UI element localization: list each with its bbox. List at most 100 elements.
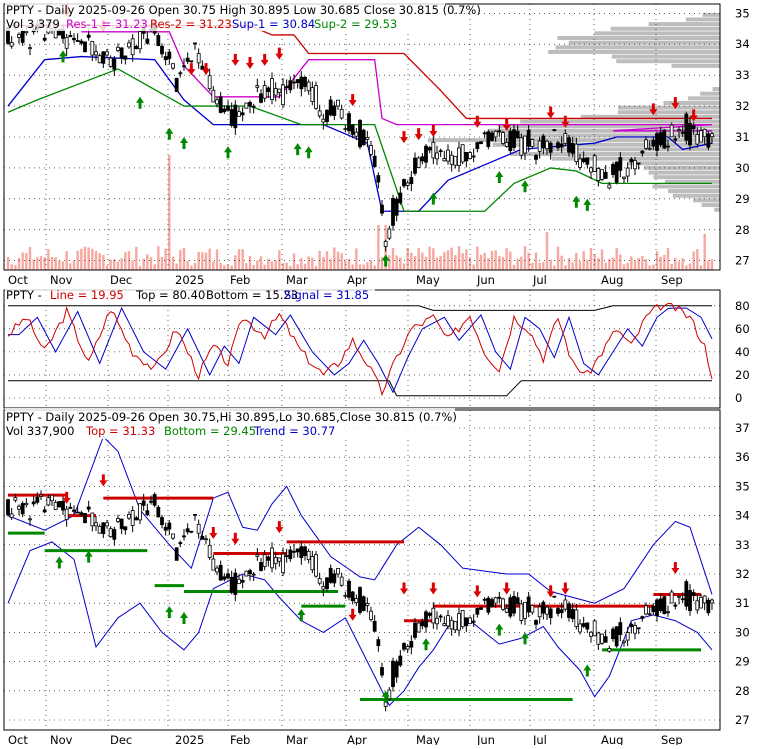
candle-body <box>215 567 219 573</box>
candle-body <box>244 102 249 109</box>
candle-body <box>156 35 161 46</box>
volume-profile <box>427 12 720 212</box>
candle-body <box>50 494 54 502</box>
volume-bar <box>336 251 340 270</box>
volume-bar <box>234 255 237 270</box>
buy-arrow <box>297 609 306 622</box>
sup2-line <box>7 68 712 212</box>
candle-body <box>644 139 648 149</box>
volume-bar <box>351 264 354 270</box>
volume-bar <box>87 247 90 270</box>
candle-body <box>292 550 296 553</box>
sell-arrow <box>689 109 698 122</box>
candle-body <box>152 494 157 506</box>
volume-bar <box>204 252 208 270</box>
month-label: 2025 <box>175 273 204 287</box>
candle-body <box>314 554 318 577</box>
candle-body <box>68 34 73 37</box>
candle-body <box>658 132 663 146</box>
candle-body <box>86 506 91 510</box>
volume-bar <box>259 256 263 270</box>
candle-body <box>552 595 557 598</box>
volume-bar <box>703 234 706 270</box>
buy-arrow <box>59 50 67 63</box>
candle-body <box>442 158 447 162</box>
candle-body <box>185 528 190 533</box>
volume-bar <box>538 262 541 270</box>
candle-body <box>244 570 249 577</box>
candle-body <box>343 128 348 130</box>
candle-body <box>391 198 395 226</box>
volume-bar <box>501 257 505 270</box>
volume-bar <box>648 265 651 270</box>
boll-tick-label: 33 <box>735 538 750 552</box>
sell-arrow <box>671 562 680 574</box>
candle-body <box>229 109 234 126</box>
candle-body <box>622 176 626 179</box>
sell-arrow <box>414 128 423 141</box>
volume-bar <box>83 246 87 270</box>
candle-body <box>350 124 355 135</box>
candle-body <box>636 162 641 165</box>
volume-bar <box>494 250 497 270</box>
candle-body <box>493 597 498 604</box>
sup2-label: Sup-2 = 29.53 <box>314 17 397 31</box>
candle-body <box>680 131 685 134</box>
buy-arrow <box>84 550 93 563</box>
volume-bar <box>105 265 109 270</box>
candle-body <box>530 605 535 613</box>
candle-body <box>394 661 399 678</box>
volume-bar <box>468 257 472 270</box>
candle-body <box>339 576 344 586</box>
candle-body <box>156 506 161 518</box>
buy-arrow <box>304 146 313 159</box>
candle-body <box>350 591 355 602</box>
profile-bar <box>628 161 720 166</box>
candle-body <box>299 546 304 559</box>
sell-arrow <box>231 532 240 545</box>
candle-body <box>512 596 516 614</box>
candle-body <box>189 60 194 63</box>
candle-body <box>119 47 124 59</box>
candle-body <box>570 143 575 154</box>
volume-bar <box>377 225 380 270</box>
candle-body <box>83 513 87 524</box>
candle-body <box>504 607 509 613</box>
candle-body <box>273 557 278 565</box>
candle-body <box>167 51 172 59</box>
candle-body <box>53 29 58 39</box>
volume-bar <box>600 249 604 270</box>
candle-body <box>94 522 98 527</box>
candle-body <box>702 595 707 604</box>
candle-body <box>449 619 454 630</box>
candle-body <box>453 155 458 166</box>
candle-body <box>446 615 450 627</box>
candle-body <box>398 655 403 666</box>
candle-body <box>515 597 520 605</box>
month-label: Oct <box>8 273 28 287</box>
month-label: 2025 <box>175 733 204 745</box>
profile-bar <box>520 119 720 124</box>
candle-body <box>585 157 590 165</box>
volume-bar <box>36 257 39 270</box>
volume-bar <box>230 265 233 270</box>
candle-body <box>592 620 597 637</box>
candle-body <box>457 613 461 631</box>
candle-body <box>325 577 329 590</box>
boll-tick-label: 34 <box>735 509 750 523</box>
candle-body <box>284 86 289 89</box>
candle-body <box>358 587 362 613</box>
candle-body <box>336 568 340 575</box>
candle-body <box>306 81 311 92</box>
stoch-top-label: Top = 80.40 <box>135 288 205 302</box>
volume-bar <box>340 253 343 270</box>
profile-bar <box>653 175 720 180</box>
candle-body <box>211 89 216 103</box>
candle-body <box>548 142 553 153</box>
buy-arrow <box>224 146 232 159</box>
profile-bar <box>685 17 720 22</box>
volume-bar <box>43 257 46 270</box>
candle-body <box>97 525 102 534</box>
candle-body <box>46 497 51 506</box>
volume-bar <box>307 256 310 270</box>
